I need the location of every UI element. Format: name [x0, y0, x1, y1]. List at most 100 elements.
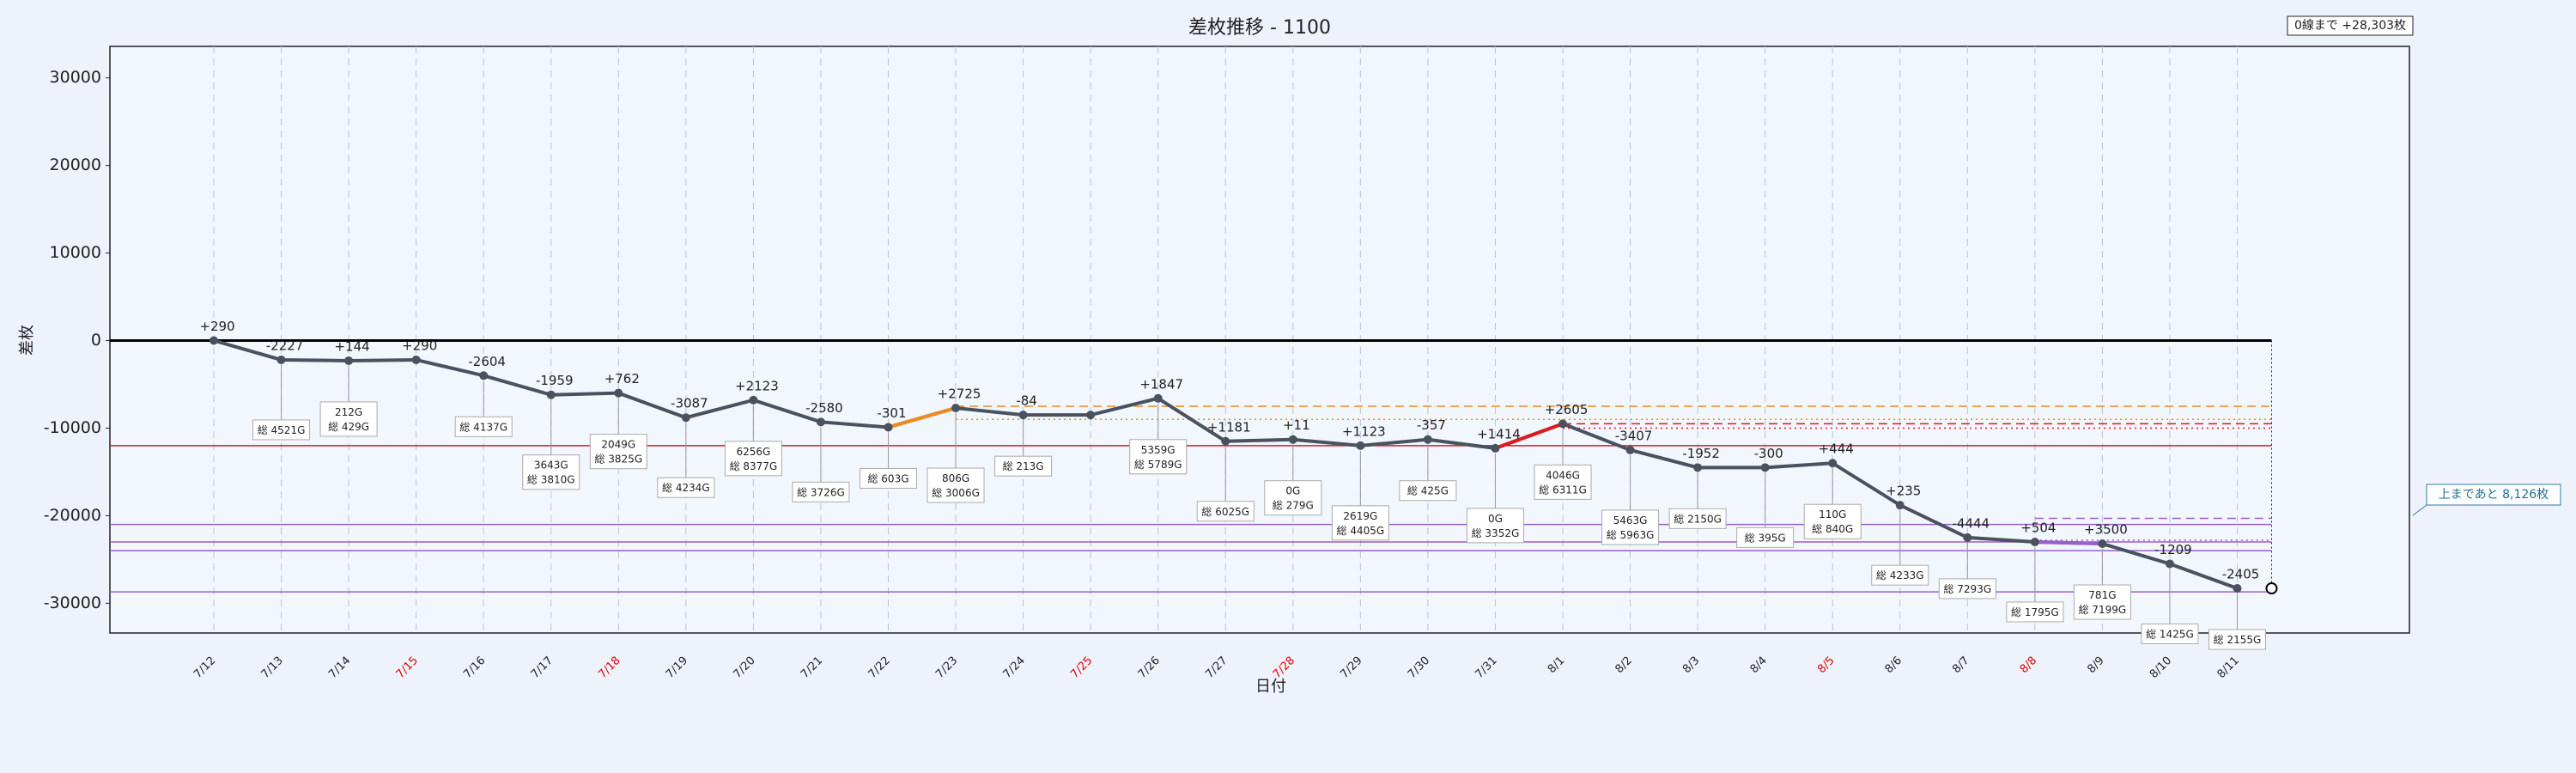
- x-tick-label: 8/9: [2085, 654, 2106, 676]
- x-tick-label: 7/24: [1001, 654, 1028, 681]
- game-box: [1466, 508, 1524, 544]
- point-label: -2227: [266, 338, 304, 353]
- point-label: -357: [1417, 417, 1446, 433]
- game-label-line: 0G: [1285, 484, 1300, 496]
- point: [546, 390, 556, 399]
- point-label: -3407: [1615, 428, 1653, 443]
- point: [479, 371, 489, 380]
- game-label-line: 総 4405G: [1337, 524, 1385, 536]
- game-label-line: 総 4521G: [258, 423, 306, 435]
- game-label: 総 2155G: [2214, 634, 2262, 646]
- game-label: 総 6025G: [1201, 505, 1249, 517]
- y-tick-label: 20000: [50, 155, 101, 174]
- point-label: +504: [2020, 520, 2056, 535]
- game-label-line: 3643G: [534, 459, 568, 471]
- point-label: -1209: [2154, 542, 2192, 557]
- x-tick-label: 7/26: [1136, 654, 1163, 681]
- game-label: 2049G 総 3825G: [594, 438, 642, 465]
- y-tick-label: 30000: [50, 68, 101, 87]
- point: [1423, 435, 1432, 444]
- series-line: [887, 406, 957, 429]
- x-tick-label: 7/16: [461, 654, 488, 681]
- game-label-line: 総 213G: [1003, 460, 1044, 472]
- game-label: 総 213G: [1003, 460, 1044, 472]
- point-label: +235: [1886, 484, 1921, 499]
- x-tick-label: 7/14: [326, 654, 353, 681]
- x-tick-label: 8/4: [1748, 654, 1770, 676]
- y-tick-label: -10000: [44, 418, 101, 437]
- game-label: 3643G 総 3810G: [527, 459, 575, 485]
- game-label-line: 総 5963G: [1607, 528, 1655, 540]
- game-label-line: 110G: [1819, 508, 1846, 520]
- point: [2233, 584, 2242, 593]
- game-box: [1264, 480, 1322, 516]
- game-label: 総 425G: [1407, 484, 1449, 496]
- game-label-line: 総 2155G: [2214, 634, 2262, 646]
- x-tick-label: 7/20: [731, 654, 757, 681]
- game-box: [1534, 464, 1592, 500]
- point: [1491, 443, 1500, 453]
- point: [1086, 411, 1096, 420]
- game-label-line: 総 395G: [1745, 532, 1786, 544]
- point: [276, 355, 286, 364]
- note-leader: [2412, 504, 2427, 516]
- game-label-line: 総 429G: [328, 420, 369, 432]
- point-label: +1847: [1139, 376, 1183, 392]
- point-label: -1959: [536, 373, 574, 388]
- game-box: [2141, 623, 2199, 644]
- point-label: -4444: [1953, 515, 1990, 531]
- game-box: [724, 441, 782, 477]
- game-label: 4046G 総 6311G: [1539, 469, 1587, 496]
- point: [749, 395, 758, 405]
- point: [1625, 445, 1635, 454]
- point: [344, 356, 354, 365]
- y-tick-label: 0: [91, 331, 101, 350]
- game-label-line: 6256G: [736, 445, 770, 457]
- game-label-line: 総 840G: [1812, 523, 1853, 535]
- game-label-line: 総 4234G: [662, 482, 710, 494]
- x-tick-label: 7/17: [529, 654, 556, 681]
- y-tick-label: -20000: [44, 506, 101, 525]
- game-box: [1803, 503, 1862, 539]
- point: [1895, 501, 1905, 510]
- x-tick-label: 7/21: [799, 654, 825, 681]
- point-label: -84: [1016, 393, 1037, 409]
- game-box: [2006, 601, 2064, 623]
- game-label: 2619G 総 4405G: [1337, 509, 1385, 536]
- game-label-line: 総 1425G: [2146, 628, 2194, 640]
- game-box: [522, 454, 580, 490]
- x-tick-label: 8/2: [1613, 654, 1634, 676]
- game-label-line: 総 603G: [867, 472, 908, 484]
- game-label: 0G 総 279G: [1273, 484, 1314, 511]
- game-box: [589, 434, 647, 470]
- zero-note: 0線まで +28,303枚: [2294, 19, 2406, 33]
- point-label: +2725: [938, 386, 981, 402]
- point-label: -3087: [671, 396, 708, 411]
- game-box: [2208, 629, 2266, 650]
- game-box: [1736, 526, 1795, 548]
- x-tick-label: 7/12: [191, 654, 218, 681]
- x-tick-label: 7/23: [933, 654, 960, 681]
- point-label: +2605: [1545, 402, 1589, 417]
- game-label-line: 総 6311G: [1539, 484, 1587, 496]
- point-label: +1181: [1207, 419, 1251, 435]
- game-label: 5463G 総 5963G: [1607, 514, 1655, 540]
- point-label: +762: [605, 371, 640, 386]
- chart-title: 差枚推移 - 1100: [1188, 17, 1331, 39]
- point-label: -300: [1754, 446, 1783, 461]
- point: [681, 413, 690, 423]
- x-tick-label: 7/19: [664, 654, 690, 681]
- game-label-line: 総 425G: [1407, 484, 1449, 496]
- game-label-line: 総 3352G: [1472, 526, 1520, 539]
- point-label: +11: [1283, 417, 1310, 433]
- game-label: 総 4137G: [459, 421, 507, 433]
- x-tick-label: 7/13: [259, 654, 286, 681]
- game-label-line: 総 7293G: [1943, 582, 1991, 594]
- x-tick-label: 8/7: [1950, 654, 1971, 676]
- game-box: [1331, 505, 1389, 541]
- game-box: [1871, 564, 1929, 586]
- game-label: 総 3726G: [797, 486, 845, 498]
- game-label-line: 5359G: [1141, 443, 1176, 455]
- game-box: [1938, 578, 1996, 600]
- game-box: [792, 481, 850, 502]
